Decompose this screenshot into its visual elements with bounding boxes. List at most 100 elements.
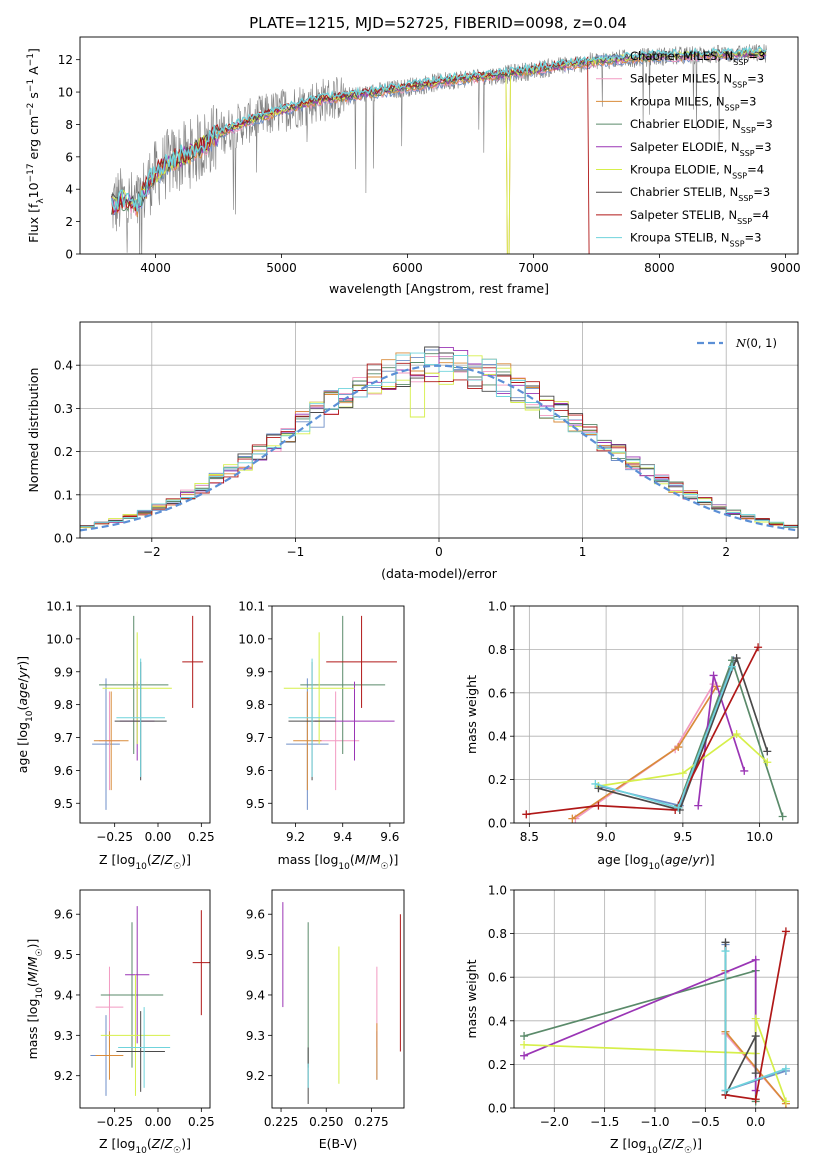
y-tick-label: 9.7 — [246, 731, 265, 745]
label-part: ( — [658, 1136, 663, 1151]
label-part: Z — [151, 852, 161, 867]
label-part: / — [366, 852, 371, 867]
x-tick-label: 7000 — [518, 261, 549, 275]
x-axis-label: wavelength [Angstrom, rest frame] — [329, 281, 549, 296]
y-axis-label: Normed distribution — [26, 368, 41, 493]
label-part: 10 — [135, 1146, 147, 1156]
label-part: Z — [164, 1136, 174, 1151]
y-tick-label: 9.6 — [246, 908, 265, 922]
x-axis-label: Z [log10(Z/Z☉)] — [610, 1136, 702, 1156]
legend-entry: Salpeter ELODIE, NSSP=3 — [630, 140, 772, 158]
panels: 4000 5000 6000 7000 8000 9000024681012wavelen… — [15, 36, 801, 1156]
x-tick-label: 0.25 — [188, 1115, 215, 1129]
label-part: Z — [675, 1136, 685, 1151]
x-tick-label: 9.2 — [286, 830, 305, 844]
legend-model: Salpeter ELODIE, N — [630, 140, 740, 154]
label-part: ☉ — [381, 862, 389, 872]
legend-sub: SSP — [732, 171, 747, 180]
y-tick-label: 9.6 — [54, 908, 73, 922]
plot-area-weight_vs_Z — [520, 927, 790, 1108]
x-tick-label: 0 — [435, 545, 443, 559]
legend-entry: N(0, 1) — [735, 336, 777, 350]
y-tick-label: 9.6 — [246, 764, 265, 778]
y-tick-label: 10.1 — [238, 600, 265, 614]
weight-marker — [721, 1086, 730, 1095]
y-tick-label: 9.5 — [54, 797, 73, 811]
legend-model: Chabrier STELIB, N — [630, 185, 738, 199]
label-part: M — [355, 852, 366, 867]
label-part: 10 — [649, 862, 661, 872]
y-tick-label: 2 — [65, 215, 73, 229]
label-part: ( — [147, 1136, 152, 1151]
plot-area-weight_vs_age — [522, 643, 787, 823]
label-part: (data-model)/error — [381, 566, 498, 581]
y-tick-label: 12 — [58, 53, 73, 67]
label-part: yr — [691, 852, 705, 867]
label-part: λ — [36, 198, 46, 204]
panel-weight_vs_age: 8.5 9.0 9.5 10.0 0.0 0.2 0.4 0.6 0.8 1.0 age [log1… — [464, 600, 799, 872]
label-part: )] — [389, 852, 399, 867]
y-tick-label: 0.0 — [488, 1102, 507, 1116]
y-tick-label: 0.4 — [54, 359, 73, 373]
weight-marker — [781, 1064, 790, 1073]
label-part: Z [log — [99, 1136, 135, 1151]
x-tick-label: 9.6 — [380, 830, 399, 844]
label-part: mass weight — [464, 959, 479, 1038]
legend-nssp: =3 — [740, 94, 757, 108]
y-axis-label: mass weight — [464, 959, 479, 1038]
weight-marker — [694, 801, 703, 810]
y-tick-label: 9.6 — [54, 764, 73, 778]
label-part: ( — [25, 982, 40, 987]
y-tick-label: 9.2 — [246, 1069, 265, 1083]
y-tick-label: 0.0 — [488, 817, 507, 831]
weight-marker — [568, 814, 577, 823]
legend-symbol: N — [735, 336, 747, 350]
label-part: ☉ — [173, 1146, 181, 1156]
axes-frame — [271, 605, 405, 824]
weight-marker — [751, 1032, 760, 1041]
x-tick-label: 0.00 — [145, 830, 172, 844]
label-part: )] — [692, 1136, 702, 1151]
label-part: Z — [151, 1136, 161, 1151]
weight-marker — [751, 955, 760, 964]
plot-area-age_vs_Z — [92, 615, 204, 810]
label-part: ( — [147, 852, 152, 867]
weight-marker — [594, 801, 603, 810]
label-part: −17 — [26, 163, 36, 182]
legend-nssp: =3 — [748, 49, 765, 63]
axes-frame — [79, 321, 799, 539]
residual-histogram — [80, 355, 798, 529]
legend-model: Chabrier MILES, N — [630, 49, 733, 63]
legend-nssp: =3 — [756, 117, 773, 131]
x-axis-label: age [log10(age/yr)] — [597, 852, 714, 872]
x-axis-label: mass [log10(M/M☉)] — [278, 852, 399, 872]
legend-entry: Salpeter STELIB, NSSP=4 — [630, 208, 769, 226]
y-tick-label: 0 — [65, 248, 73, 262]
label-part: age [log — [15, 722, 30, 773]
x-tick-label: 0.00 — [145, 1115, 172, 1129]
y-tick-label: 0.4 — [488, 730, 507, 744]
axes-frame — [79, 605, 211, 824]
weight-line — [523, 969, 757, 1102]
legend-sub: SSP — [732, 80, 747, 89]
legend-sub: SSP — [737, 216, 752, 225]
legend-entry: Kroupa MILES, NSSP=3 — [630, 94, 756, 112]
y-tick-label: 9.3 — [54, 1029, 73, 1043]
y-tick-label: 8 — [65, 118, 73, 132]
y-tick-label: 10.0 — [238, 632, 265, 646]
x-tick-label: −1.5 — [590, 1115, 619, 1129]
x-tick-label: 2 — [722, 545, 730, 559]
x-tick-label: 1 — [579, 545, 587, 559]
label-part: / — [160, 1136, 165, 1151]
y-tick-label: 9.3 — [246, 1029, 265, 1043]
legend-args: (0, 1) — [746, 336, 777, 350]
legend-sub: SSP — [733, 58, 748, 67]
legend-nssp: =4 — [752, 208, 769, 222]
weight-marker — [520, 1040, 529, 1049]
model-spectrum-line — [110, 46, 767, 212]
panel-weight_vs_Z: −2.0 −1.5 −1.0 −0.5 0.0 0.0 0.2 0.4 0.6 0.8 1.0 Z [… — [464, 884, 799, 1156]
label-part: E(B-V) — [319, 1136, 358, 1151]
weight-marker — [778, 812, 787, 821]
x-axis-label: E(B-V) — [319, 1136, 358, 1151]
x-tick-label: 9.0 — [597, 830, 616, 844]
